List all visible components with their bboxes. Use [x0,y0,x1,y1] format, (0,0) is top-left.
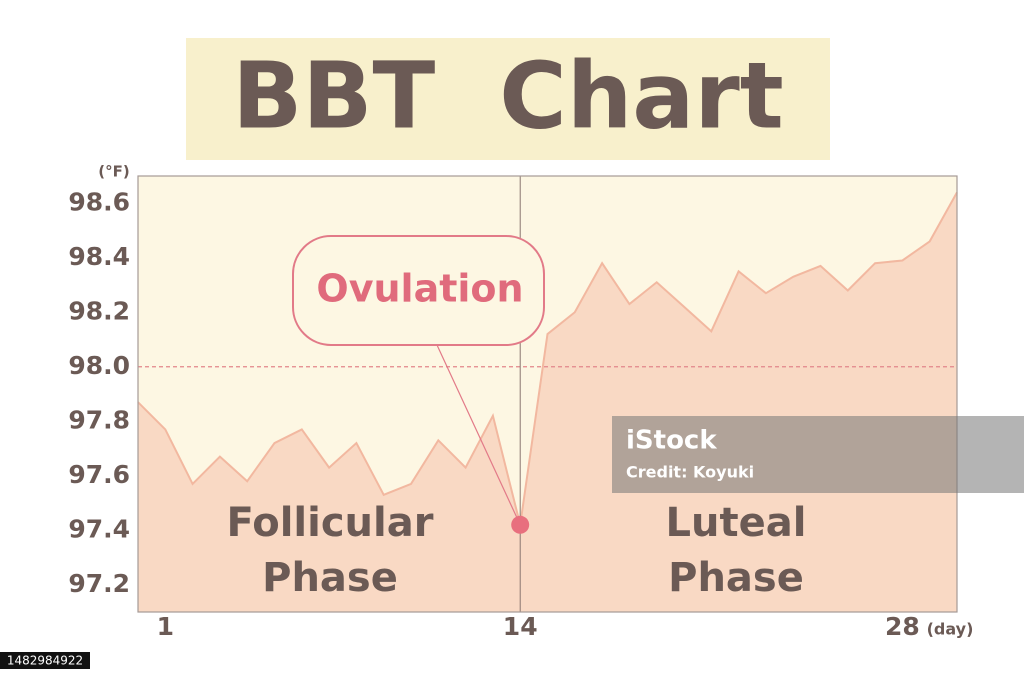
chart-title: BBT Chart [232,42,784,149]
y-tick-label: 98.6 [68,187,130,216]
plot: 97.2 97.4 97.6 97.8 98.0 98.2 98.4 98.6 1 14 28 Ovu… [68,175,958,641]
ovulation-point [511,515,530,534]
phase-label: Phase [262,555,398,601]
watermark-box [612,416,1024,493]
y-tick-label: 98.2 [68,296,130,325]
y-tick-label: 97.8 [68,405,130,434]
callout-box [292,235,545,346]
title-box [186,38,830,160]
callout-pointer [436,344,521,526]
x-tick-label: 1 [157,612,174,641]
x-tick-label: 28 [885,612,920,641]
phase-label: Luteal [666,500,807,546]
area [138,192,957,612]
phase-label: Follicular [227,500,434,546]
line [137,191,958,526]
overlay: iStock Credit: Koyuki 1482984922 [0,416,1024,669]
id-box [0,652,90,669]
plot-frame [137,175,958,613]
phase-label: Phase [668,555,804,601]
watermark-brand: iStock [626,426,717,456]
y-tick-label: 97.6 [68,460,130,489]
callout-label: Ovulation [316,267,523,311]
y-tick-label: 98.0 [68,351,130,380]
y-unit: (°F) [98,163,129,181]
watermark-credit: Credit: Koyuki [626,463,754,482]
y-tick-label: 97.4 [68,514,130,543]
x-unit: (day) [927,620,974,639]
y-tick-label: 98.4 [68,242,130,271]
y-tick-label: 97.2 [68,569,130,598]
x-tick-label: 14 [503,612,538,641]
image-id: 1482984922 [7,654,83,668]
